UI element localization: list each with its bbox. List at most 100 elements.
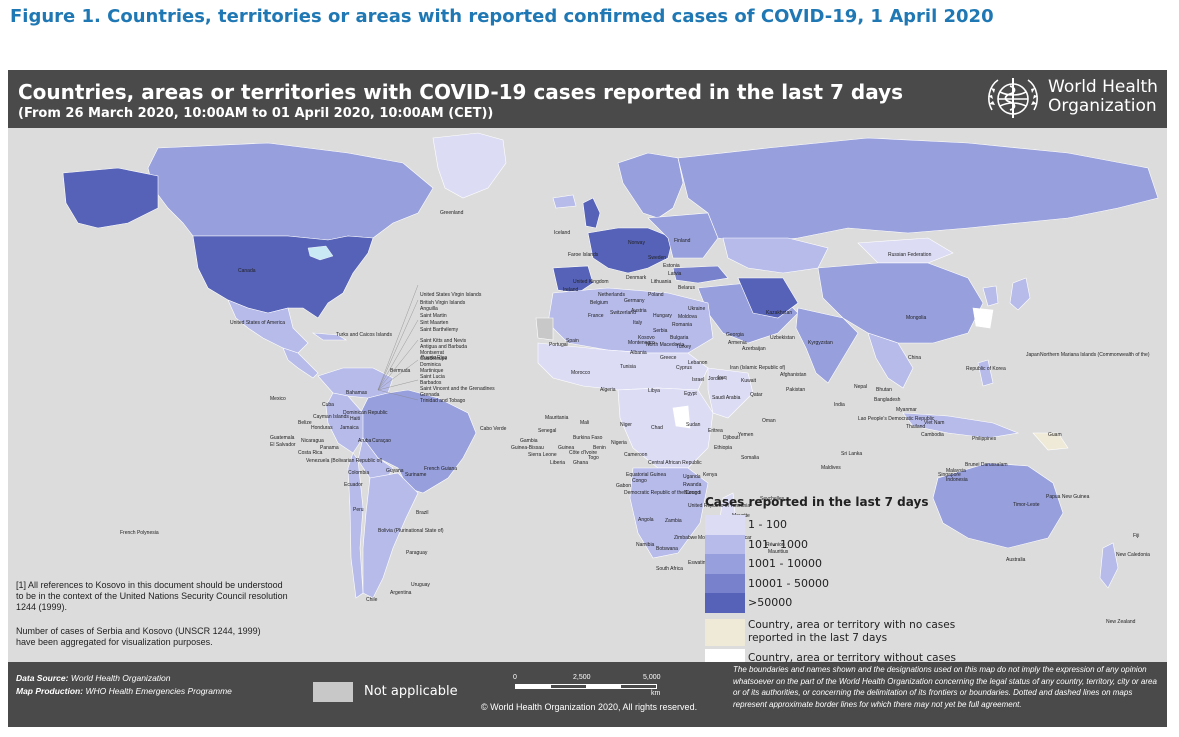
carib-label-16: Trinidad and Tobago bbox=[420, 398, 466, 404]
copyright: © World Health Organization 2020, All ri… bbox=[481, 702, 698, 712]
source-info: Data Source: World Health Organization M… bbox=[16, 672, 232, 698]
label-gambia: Gambia bbox=[520, 438, 538, 444]
data-source-line: Data Source: World Health Organization bbox=[16, 672, 232, 685]
label-gabon: Gabon bbox=[616, 483, 632, 489]
label-singapore: Singapore bbox=[938, 472, 961, 478]
legend-swatch-4 bbox=[705, 573, 745, 593]
carib-label-10: Dominica bbox=[420, 362, 441, 368]
country-philippines bbox=[977, 359, 994, 387]
country-png bbox=[1032, 432, 1069, 451]
label-indonesia: Indonesia bbox=[946, 477, 968, 483]
label-china: China bbox=[908, 355, 922, 361]
label-car: Central African Republic bbox=[648, 460, 702, 466]
who-name: World Health Organization bbox=[1048, 78, 1158, 116]
label-bolivia: Bolivia (Plurinational State of) bbox=[378, 528, 444, 534]
carib-label-15: Grenada bbox=[420, 392, 440, 398]
central-america bbox=[282, 347, 319, 379]
country-indonesia bbox=[902, 412, 1020, 439]
label-lao: Lao People’s Democratic Republic bbox=[858, 416, 935, 422]
label-mexico: Mexico bbox=[270, 396, 286, 402]
label-iraq: Iraq bbox=[718, 375, 727, 381]
label-guyana: Guyana bbox=[386, 468, 404, 474]
label-cabo-verde: Cabo Verde bbox=[480, 426, 507, 432]
legend-row-3: 1001 - 10000 bbox=[705, 554, 965, 574]
legend-label-without-cases: Country, area or territory without cases bbox=[748, 652, 956, 665]
carib-label-17: Turks and Caicos Islands bbox=[336, 332, 392, 338]
label-sweden: Sweden bbox=[648, 255, 667, 261]
label-japan: Japan bbox=[1026, 352, 1040, 358]
label-rwanda: Rwanda bbox=[683, 482, 702, 488]
label-australia: Australia bbox=[1006, 557, 1026, 563]
label-poland: Poland bbox=[648, 292, 664, 298]
label-reunion: Réunion bbox=[766, 542, 785, 548]
label-myanmar: Myanmar bbox=[896, 407, 917, 413]
label-sri-lanka: Sri Lanka bbox=[841, 451, 863, 457]
not-applicable-label: Not applicable bbox=[364, 684, 458, 699]
label-libya: Libya bbox=[648, 388, 660, 394]
label-spain: Spain bbox=[566, 338, 579, 344]
label-haiti: Haiti bbox=[350, 416, 361, 422]
legend-row-no-cases: Country, area or territory with no cases… bbox=[705, 618, 965, 649]
label-north-macedonia: North Macedonia bbox=[646, 342, 685, 348]
label-seychelles: Seychelles bbox=[760, 496, 785, 502]
label-curacao: Curaçao bbox=[372, 438, 391, 444]
country-mongolia bbox=[857, 237, 954, 264]
country-iberia bbox=[552, 265, 594, 294]
carib-label-3: Saint Martin bbox=[420, 313, 447, 319]
scale-tick-2: 5,000 bbox=[643, 674, 661, 681]
label-belgium: Belgium bbox=[590, 300, 609, 306]
label-guinea: Guinea bbox=[558, 445, 575, 451]
label-kyrgyzstan: Kyrgyzstan bbox=[808, 340, 833, 346]
legend-swatch-no-cases bbox=[705, 618, 745, 646]
label-jamaica: Jamaica bbox=[340, 425, 359, 431]
label-estonia: Estonia bbox=[663, 263, 680, 269]
label-lithuania: Lithuania bbox=[651, 279, 672, 285]
label-iran: Iran (Islamic Republic of) bbox=[730, 365, 786, 371]
label-somalia: Somalia bbox=[741, 455, 760, 461]
legend-label-1: 1 - 100 bbox=[748, 518, 787, 532]
legend: Cases reported in the last 7 days 1 - 10… bbox=[705, 495, 965, 668]
legend-label-3: 1001 - 10000 bbox=[748, 557, 822, 571]
data-source-label: Data Source: bbox=[16, 673, 69, 683]
label-switzerland: Switzerland bbox=[610, 310, 636, 316]
label-ghana: Ghana bbox=[573, 460, 589, 466]
label-faroe: Faroe Islands bbox=[568, 252, 599, 258]
label-bhutan: Bhutan bbox=[876, 387, 892, 393]
label-eritrea: Eritrea bbox=[708, 428, 723, 434]
label-bangladesh: Bangladesh bbox=[874, 397, 901, 403]
label-mauritania: Mauritania bbox=[545, 415, 569, 421]
country-without-cases-central bbox=[672, 405, 691, 429]
carib-label-8: Montserrat bbox=[420, 350, 444, 356]
label-kazakhstan: Kazakhstan bbox=[766, 310, 793, 316]
who-name-line1: World Health bbox=[1048, 77, 1158, 97]
country-not-applicable-western-sahara bbox=[535, 317, 554, 341]
label-guam: Guam bbox=[1048, 432, 1062, 438]
label-fiji: Fiji bbox=[1133, 533, 1140, 539]
label-french-guiana: French Guiana bbox=[424, 466, 458, 472]
label-moldova: Moldova bbox=[678, 314, 697, 320]
label-niger: Niger bbox=[620, 422, 632, 428]
country-mexico bbox=[227, 299, 309, 354]
label-kosovo: Kosovo bbox=[638, 335, 655, 341]
label-iceland: Iceland bbox=[554, 230, 571, 236]
legend-swatch-3 bbox=[705, 554, 745, 574]
label-ecuador: Ecuador bbox=[344, 482, 363, 488]
country-iceland bbox=[552, 194, 577, 209]
who-name-line2: Organization bbox=[1048, 96, 1157, 116]
label-russia: Russian Federation bbox=[888, 252, 932, 258]
label-oman: Oman bbox=[762, 418, 776, 424]
label-jordan: Jordan bbox=[708, 376, 724, 382]
label-thailand: Thailand bbox=[906, 424, 926, 430]
map-panel: Countries, areas or territories with COV… bbox=[8, 70, 1167, 727]
label-benin: Benin bbox=[593, 445, 606, 451]
scale-tick-0: 0 bbox=[513, 674, 517, 681]
caribbean-leader-lines bbox=[377, 284, 419, 401]
label-cayman: Cayman Islands bbox=[313, 414, 349, 420]
label-kuwait: Kuwait bbox=[741, 378, 757, 384]
label-cambodia: Cambodia bbox=[921, 432, 944, 438]
label-puerto-rico: Puerto Rico bbox=[421, 355, 448, 361]
label-mauritius: Mauritius bbox=[768, 549, 789, 555]
label-sierra-leone: Sierra Leone bbox=[528, 452, 557, 458]
country-china bbox=[817, 262, 984, 344]
label-yemen: Yemen bbox=[738, 432, 754, 438]
